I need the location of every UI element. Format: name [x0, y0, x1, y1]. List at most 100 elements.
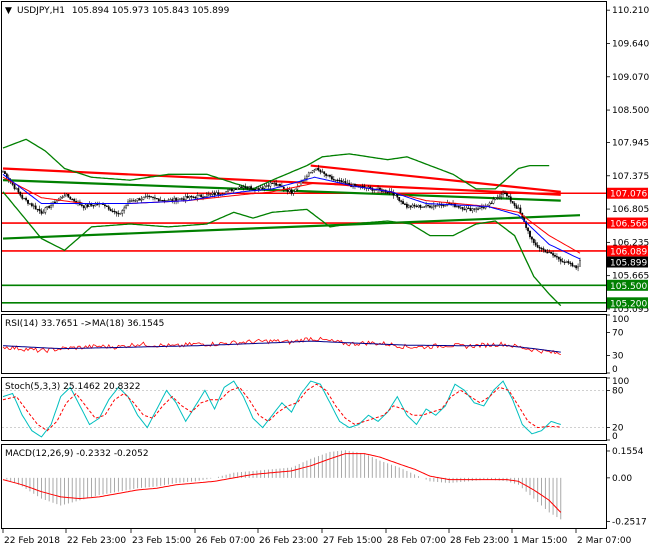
candle-body [509, 196, 512, 202]
candle-body [429, 205, 431, 208]
stoch-title: Stoch(5,3,3) 25.1462 20.8322 [5, 382, 140, 392]
candle-body [94, 204, 97, 207]
candle-body [325, 173, 328, 176]
candle-body [431, 206, 433, 208]
price-pane[interactable] [1, 1, 607, 312]
axes: 110.210 109.640 109.070 108.500 107.945 107.3… [2, 6, 649, 546]
candle-body [2, 171, 4, 173]
candle-body [190, 195, 193, 198]
candle-body [504, 192, 506, 195]
candle-body [54, 201, 56, 204]
candle-body [288, 189, 291, 192]
candle-body [111, 210, 114, 212]
candle-body [438, 204, 441, 206]
level-tag-label: 107.076 [610, 190, 647, 200]
rsi-pane[interactable] [1, 314, 607, 374]
band-lower [2, 191, 562, 307]
candle-body [552, 253, 554, 256]
macd-histogram [6, 450, 562, 520]
candle-body [125, 205, 127, 209]
stoch-ytick-label: 80 [612, 386, 624, 396]
candle-body [27, 199, 29, 204]
xtick-label: 22 Feb 2018 [4, 536, 60, 546]
trendline-3 [2, 214, 581, 240]
candle-body [534, 242, 537, 246]
candle-body [332, 179, 335, 181]
candle-body [150, 196, 152, 198]
candle-body [323, 171, 326, 174]
xtick-label: 1 Mar 15:00 [513, 536, 568, 546]
candle-body [202, 196, 204, 198]
candle-body [257, 188, 260, 190]
trendline-1 [310, 164, 561, 193]
candle-body [305, 175, 308, 179]
candle-body [277, 183, 279, 186]
symbol-label: USDJPY,H1 [17, 6, 65, 16]
level-tag-106.089 [607, 245, 648, 257]
candle-body [198, 194, 201, 196]
stoch-ytick-label: 100 [612, 377, 629, 387]
chart-menu-icon[interactable]: ▼ [5, 6, 12, 16]
candle-body [225, 191, 228, 195]
candle-body [315, 168, 318, 171]
candle-body [134, 200, 137, 202]
candle-body [40, 210, 43, 214]
candle-body [279, 183, 281, 187]
candle-body [179, 198, 181, 200]
stoch-pane[interactable] [1, 377, 607, 441]
candle-body [38, 208, 41, 212]
price-ytick-label: 108.500 [612, 106, 649, 116]
candle-body [394, 193, 397, 196]
price-plot [2, 138, 606, 307]
macd-ytick-label: -0.2517 [612, 517, 647, 527]
candle-body [554, 255, 556, 257]
price-ytick-label: 109.070 [612, 73, 649, 83]
candle-body [319, 170, 322, 173]
macd-pane[interactable] [1, 444, 607, 529]
candle-body [469, 207, 472, 211]
candle-body [506, 193, 508, 197]
price-title: USDJPY,H1 105.894 105.973 105.843 105.89… [17, 6, 230, 16]
candle-body [307, 172, 310, 177]
candle-body [290, 189, 293, 194]
candle-body [567, 261, 570, 264]
level-tag-label: 106.089 [610, 247, 647, 257]
candle-body [196, 195, 199, 199]
candle-body [246, 187, 249, 189]
candle-body [511, 201, 514, 204]
candle-body [369, 186, 372, 189]
candle-body [419, 205, 422, 208]
candle-body [19, 191, 22, 196]
candle-body [215, 192, 218, 196]
xtick-label: 26 Feb 07:00 [196, 536, 255, 546]
candle-body [209, 193, 212, 196]
candle-body [500, 194, 503, 198]
candle-body [465, 207, 468, 210]
candle-body [113, 210, 116, 213]
xtick-label: 26 Feb 23:00 [259, 536, 318, 546]
candle-body [136, 198, 139, 201]
candle-body [502, 192, 504, 195]
candle-body [577, 266, 579, 269]
candle-body [67, 194, 70, 198]
candle-body [107, 206, 110, 210]
candle-body [273, 182, 276, 185]
rsi-plot [2, 336, 561, 355]
candle-body [265, 185, 268, 187]
candle-body [63, 195, 66, 198]
candle-body [490, 202, 493, 205]
candle-body [152, 196, 154, 198]
level-tag-106.566 [607, 217, 648, 229]
rsi-ytick-label: 30 [612, 352, 624, 362]
candle-body [238, 186, 241, 189]
price-ytick-label: 110.210 [612, 6, 649, 16]
candle-body [252, 188, 254, 191]
candle-body [88, 204, 91, 207]
candle-body [467, 207, 470, 209]
candle-body [494, 197, 497, 200]
candle-body [138, 198, 141, 201]
candle-body [5, 173, 8, 179]
candle-body [300, 181, 303, 186]
candle-body [550, 251, 553, 254]
